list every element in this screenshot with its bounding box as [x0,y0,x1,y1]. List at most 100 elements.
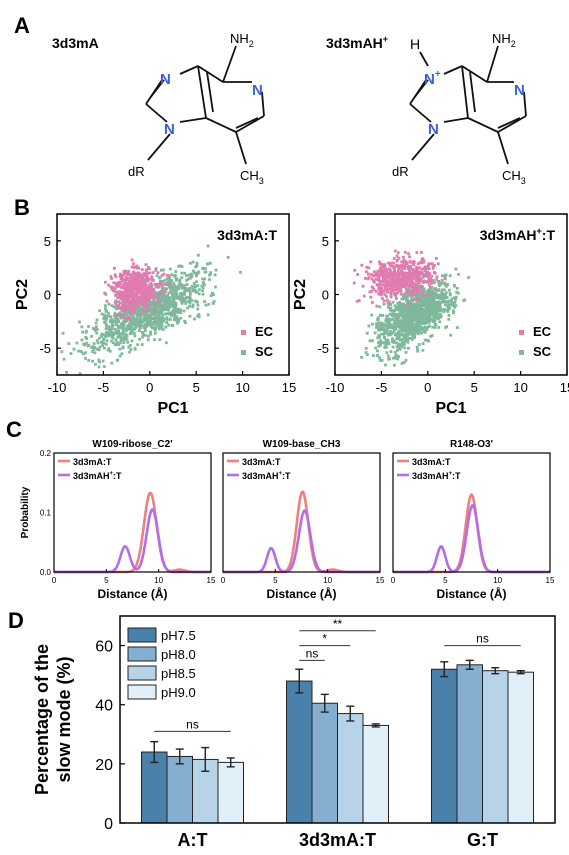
scatter-point [148,283,151,287]
x-axis-label: Distance (Å) [266,586,336,601]
scatter-point [417,284,421,288]
scatter-point [404,309,408,313]
scatter-point [423,338,427,342]
scatter-point [427,267,431,271]
scatter-point [420,310,424,314]
scatter-point [115,307,119,311]
scatter-point [157,293,161,297]
scatter-point [160,299,164,302]
scatter-point [398,308,402,312]
scatter-point [415,345,419,349]
scatter-point [385,298,389,302]
scatter-point [456,326,459,329]
protonated-nitrogen-label: N+ [424,69,441,88]
scatter-point [113,273,117,277]
scatter-point [161,295,164,299]
scatter-point [122,323,126,327]
scatter-point [379,266,382,270]
scatter-point [367,275,371,279]
scatter-point [122,301,126,305]
scatter-point [400,329,404,333]
scatter-point [165,294,169,298]
scatter-point [444,300,448,304]
scatter-point [391,337,394,341]
scatter-point [437,279,441,283]
scatter-point [378,260,381,264]
scatter-point [127,298,130,302]
scatter-point [152,322,155,326]
scatter-point [158,297,162,301]
scatter-point [226,256,230,259]
scatter-point [121,346,125,350]
scatter-point [406,310,409,313]
scatter-point [383,268,387,272]
scatter-point [405,261,408,264]
scatter-point [183,291,186,294]
scatter-point [378,305,382,309]
scatter-point [409,274,413,278]
scatter-point [148,271,152,275]
scatter-point [200,284,204,288]
scatter-point [377,285,381,289]
scatter-point [401,278,405,282]
scatter-point [398,344,402,348]
scatter-point [137,301,141,305]
scatter-point [401,316,405,319]
scatter-point [117,282,121,285]
amine-label-right: NH2 [492,31,516,49]
scatter-point [360,263,364,267]
scatter-point [410,329,414,333]
scatter-point [142,283,146,287]
scatter-point [378,335,382,339]
scatter-point [415,268,419,272]
scatter-point [87,358,91,362]
scatter-point [134,305,138,309]
amine-label-left: NH2 [230,31,254,49]
scatter-point [172,298,176,302]
scatter-point [400,327,404,331]
scatter-point [454,295,458,299]
scatter-point [385,295,388,299]
scatter-point [153,338,156,342]
scatter-point [375,353,379,357]
scatter-point [111,322,114,326]
scatter-point [146,303,150,307]
scatter-point [408,271,412,275]
scatter-point [214,268,218,272]
scatter-point [144,274,148,278]
scatter-point [439,282,443,286]
scatter-point [132,303,136,307]
scatter-point [441,274,444,278]
scatter-point [116,358,120,362]
scatter-point [421,348,425,352]
scatter-point [136,318,140,322]
scatter-point [384,363,387,367]
scatter-point [170,273,174,277]
scatter-point [184,286,188,290]
legend-label: 3d3mA:T [242,457,281,467]
scatter-point [395,333,399,336]
scatter-point [390,286,394,290]
scatter-point [407,336,411,340]
scatter-point [397,316,401,319]
scatter-point [124,269,128,273]
scatter-point [113,266,116,270]
scatter-point [162,318,165,322]
scatter-point [397,332,401,336]
scatter-point [146,338,150,342]
scatter-point [444,326,448,329]
scatter-point [431,301,435,304]
scatter-point [412,274,416,277]
scatter-point [407,283,411,287]
scatter-point [389,278,392,281]
scatter-point [410,314,413,318]
scatter-point [403,250,407,254]
scatter-point [443,295,446,298]
scatter-point [158,306,162,310]
scatter-point [418,316,422,320]
scatter-point [132,262,135,266]
scatter-point [463,298,467,302]
scatter-point [376,336,380,340]
scatter-point [105,299,109,303]
scatter-point [355,299,359,303]
